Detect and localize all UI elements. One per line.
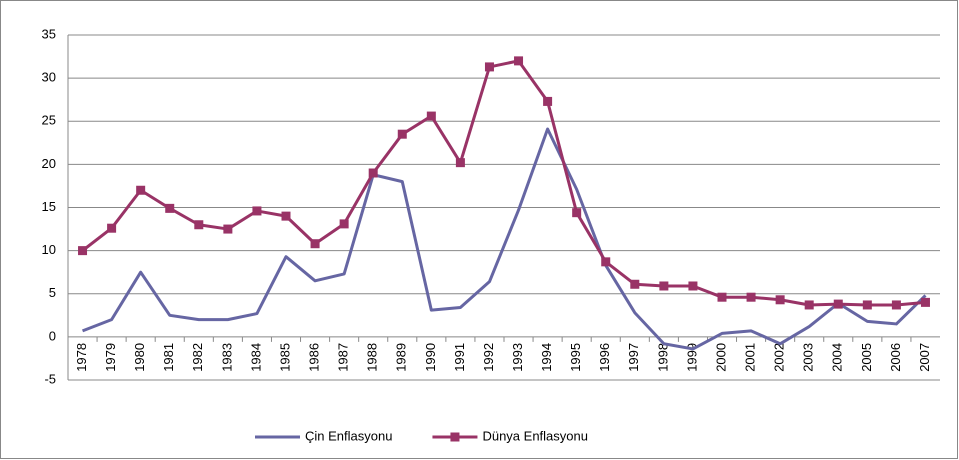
legend-label: Dünya Enflasyonu: [482, 428, 588, 443]
point-marker: [310, 239, 320, 249]
y-tick-label: 0: [49, 328, 56, 343]
point-marker: [223, 224, 233, 234]
y-tick-label: 10: [42, 242, 56, 257]
y-tick-label: 20: [42, 156, 56, 171]
point-marker: [717, 292, 727, 302]
x-tick-label: 1990: [423, 343, 438, 372]
y-tick-label: -5: [44, 371, 56, 386]
x-tick-label: 1984: [248, 343, 263, 372]
x-tick-label: 1994: [539, 343, 554, 372]
x-tick-label: 1982: [190, 343, 205, 372]
point-marker: [281, 211, 291, 221]
point-marker: [543, 96, 553, 106]
point-marker: [572, 208, 582, 218]
legend-label: Çin Enflasyonu: [305, 428, 392, 443]
y-tick-label: 15: [42, 199, 56, 214]
x-tick-label: 1989: [394, 343, 409, 372]
point-marker: [165, 203, 175, 213]
x-tick-label: 1979: [103, 343, 118, 372]
x-tick-label: 1986: [307, 343, 322, 372]
x-tick-label: 1998: [655, 343, 670, 372]
legend-marker: [450, 432, 460, 442]
x-tick-label: 1992: [481, 343, 496, 372]
series-line: [81, 59, 926, 307]
x-tick-label: 1987: [336, 343, 351, 372]
x-tick-label: 2001: [743, 343, 758, 372]
x-tick-label: 1978: [74, 343, 89, 372]
x-tick-label: 1981: [161, 343, 176, 372]
series-line: [81, 127, 927, 351]
point-marker: [484, 62, 494, 72]
point-marker: [514, 56, 524, 66]
x-tick-label: 1985: [277, 343, 292, 372]
point-marker: [78, 246, 88, 256]
point-marker: [775, 295, 785, 305]
point-marker: [397, 129, 407, 139]
x-tick-label: 2006: [888, 343, 903, 372]
point-marker: [601, 257, 611, 267]
x-tick-label: 1995: [568, 343, 583, 372]
x-tick-label: 1996: [597, 343, 612, 372]
x-tick-label: 2007: [917, 343, 932, 372]
x-tick-label: 1993: [510, 343, 525, 372]
point-marker: [862, 300, 872, 310]
point-marker: [833, 299, 843, 309]
x-tick-label: 1988: [365, 343, 380, 372]
point-marker: [746, 292, 756, 302]
x-tick-label: 1991: [452, 343, 467, 372]
point-marker: [630, 279, 640, 289]
x-tick-label: 2002: [772, 343, 787, 372]
point-marker: [252, 206, 262, 216]
x-tick-label: 2003: [801, 343, 816, 372]
x-tick-label: 2004: [830, 343, 845, 372]
x-tick-label: 1980: [132, 343, 147, 372]
point-marker: [426, 111, 436, 121]
x-tick-label: 1999: [684, 343, 699, 372]
point-marker: [659, 281, 669, 291]
point-marker: [136, 185, 146, 195]
point-marker: [455, 158, 465, 168]
point-marker: [688, 281, 698, 291]
y-tick-label: 25: [42, 113, 56, 128]
point-marker: [920, 297, 930, 307]
point-marker: [194, 220, 204, 230]
point-marker: [107, 223, 117, 233]
point-marker: [891, 300, 901, 310]
y-tick-label: 30: [42, 70, 56, 85]
x-tick-label: 2000: [713, 343, 728, 372]
y-tick-label: 5: [49, 285, 56, 300]
x-tick-label: 2005: [859, 343, 874, 372]
x-tick-label: 1983: [219, 343, 234, 372]
point-marker: [368, 168, 378, 178]
point-marker: [804, 300, 814, 310]
x-tick-label: 1997: [626, 343, 641, 372]
point-marker: [339, 219, 349, 229]
y-tick-label: 35: [42, 26, 56, 41]
